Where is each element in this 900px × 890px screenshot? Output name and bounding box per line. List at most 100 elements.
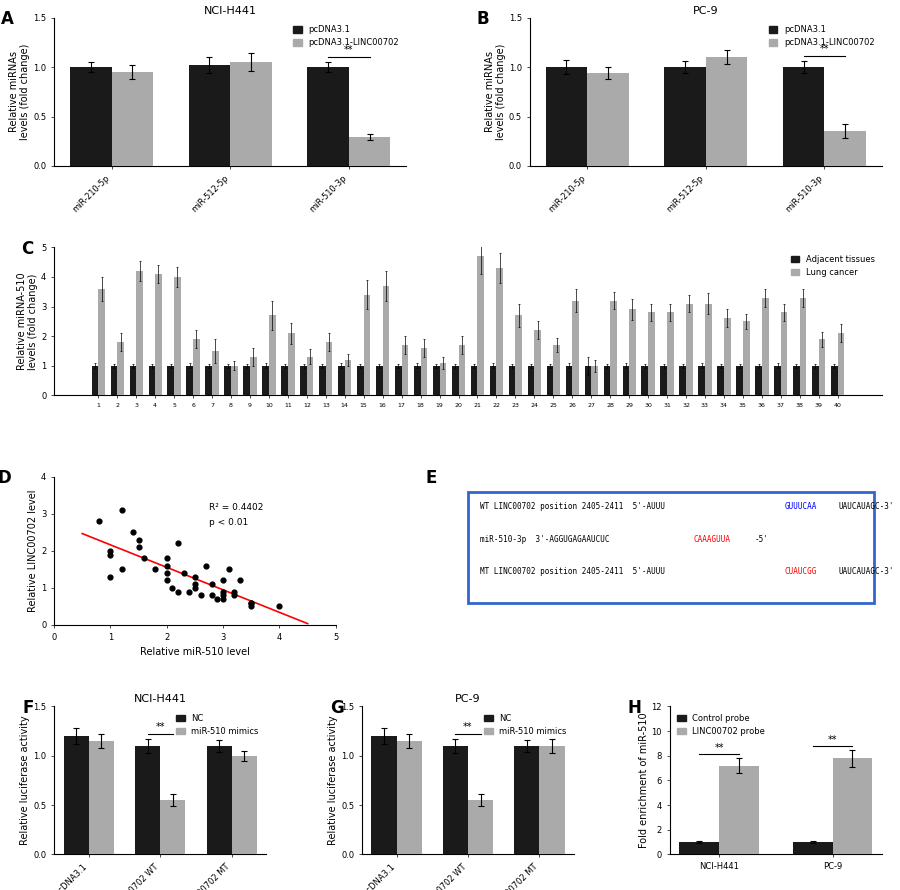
Bar <box>98 288 105 395</box>
Bar <box>345 360 351 395</box>
Text: GUUUCAA: GUUUCAA <box>785 502 817 511</box>
Point <box>114 503 129 517</box>
Text: R² = 0.4402: R² = 0.4402 <box>209 504 264 513</box>
Bar <box>535 330 541 395</box>
Point <box>104 547 118 562</box>
Point <box>221 562 236 577</box>
Y-axis label: Relative luciferase activity: Relative luciferase activity <box>328 716 338 846</box>
Bar <box>781 312 788 395</box>
Bar <box>250 357 256 395</box>
Point <box>227 585 241 599</box>
Legend: NC, miR-510 mimics: NC, miR-510 mimics <box>173 710 262 740</box>
Bar <box>717 366 724 395</box>
Bar <box>136 271 143 395</box>
Bar <box>458 345 465 395</box>
Bar <box>736 366 742 395</box>
Bar <box>755 366 762 395</box>
Bar <box>382 286 390 395</box>
Bar <box>231 756 256 854</box>
Bar <box>490 366 497 395</box>
Bar <box>326 342 332 395</box>
Text: p < 0.01: p < 0.01 <box>209 518 248 527</box>
Bar <box>174 277 181 395</box>
Point <box>104 544 118 558</box>
Bar <box>800 297 806 395</box>
Bar <box>706 57 747 166</box>
Bar <box>307 67 349 166</box>
Bar <box>819 339 825 395</box>
Bar <box>831 366 838 395</box>
Point <box>166 581 180 595</box>
Point <box>244 599 258 613</box>
Bar <box>243 366 250 395</box>
Text: A: A <box>1 11 14 28</box>
Bar <box>468 800 493 854</box>
Bar <box>205 366 212 395</box>
Bar <box>439 363 446 395</box>
Point <box>188 581 202 595</box>
Point <box>233 573 248 587</box>
Text: **: ** <box>344 45 354 55</box>
Bar <box>793 366 800 395</box>
Text: E: E <box>426 469 436 488</box>
Bar <box>64 736 89 854</box>
Text: **: ** <box>715 743 724 753</box>
Point <box>171 537 185 551</box>
Y-axis label: Relative luciferase activity: Relative luciferase activity <box>21 716 31 846</box>
Bar <box>610 301 616 395</box>
Point <box>159 573 174 587</box>
Bar <box>112 72 153 166</box>
Text: B: B <box>477 11 490 28</box>
Bar <box>591 366 598 395</box>
Title: NCI-H441: NCI-H441 <box>203 5 256 16</box>
Text: miR-510-3p  3'-AGGUGAGAAUCUC: miR-510-3p 3'-AGGUGAGAAUCUC <box>481 535 610 544</box>
Bar <box>194 339 200 395</box>
Legend: Control probe, LINC00702 probe: Control probe, LINC00702 probe <box>674 710 769 740</box>
Point <box>148 562 163 577</box>
Point <box>159 551 174 565</box>
Bar <box>70 67 112 166</box>
Bar <box>629 310 635 395</box>
Bar <box>397 740 421 854</box>
Text: UAUCAUAGC-3': UAUCAUAGC-3' <box>838 567 894 576</box>
Point <box>204 588 219 603</box>
Point <box>188 577 202 591</box>
Bar <box>167 366 174 395</box>
Bar <box>762 297 769 395</box>
Bar <box>478 256 484 395</box>
Bar <box>546 366 554 395</box>
Point <box>211 592 225 606</box>
Text: CAAAGUUA: CAAAGUUA <box>693 535 731 544</box>
Bar <box>224 366 231 395</box>
Y-axis label: Relative miRNAs
levels (fold change): Relative miRNAs levels (fold change) <box>9 44 31 140</box>
Bar <box>497 268 503 395</box>
Bar <box>307 357 313 395</box>
Bar <box>793 842 832 854</box>
Bar <box>372 736 397 854</box>
Bar <box>648 312 655 395</box>
Bar <box>320 366 326 395</box>
Bar <box>719 765 759 854</box>
Bar <box>92 366 98 395</box>
Bar <box>774 366 781 395</box>
Point <box>244 595 258 610</box>
Point <box>199 559 213 573</box>
Point <box>227 588 241 603</box>
Bar <box>516 315 522 395</box>
Bar <box>452 366 458 395</box>
Point <box>204 577 219 591</box>
Point <box>126 525 140 539</box>
Bar <box>623 366 629 395</box>
Text: -5': -5' <box>754 535 769 544</box>
Bar <box>207 746 231 854</box>
Bar <box>212 351 219 395</box>
Point <box>182 585 196 599</box>
Point <box>92 514 106 529</box>
Bar <box>686 303 693 395</box>
Bar <box>832 758 872 854</box>
Bar <box>111 366 117 395</box>
Bar <box>414 366 420 395</box>
Bar <box>824 132 866 166</box>
Bar <box>812 366 819 395</box>
Bar <box>838 333 844 395</box>
